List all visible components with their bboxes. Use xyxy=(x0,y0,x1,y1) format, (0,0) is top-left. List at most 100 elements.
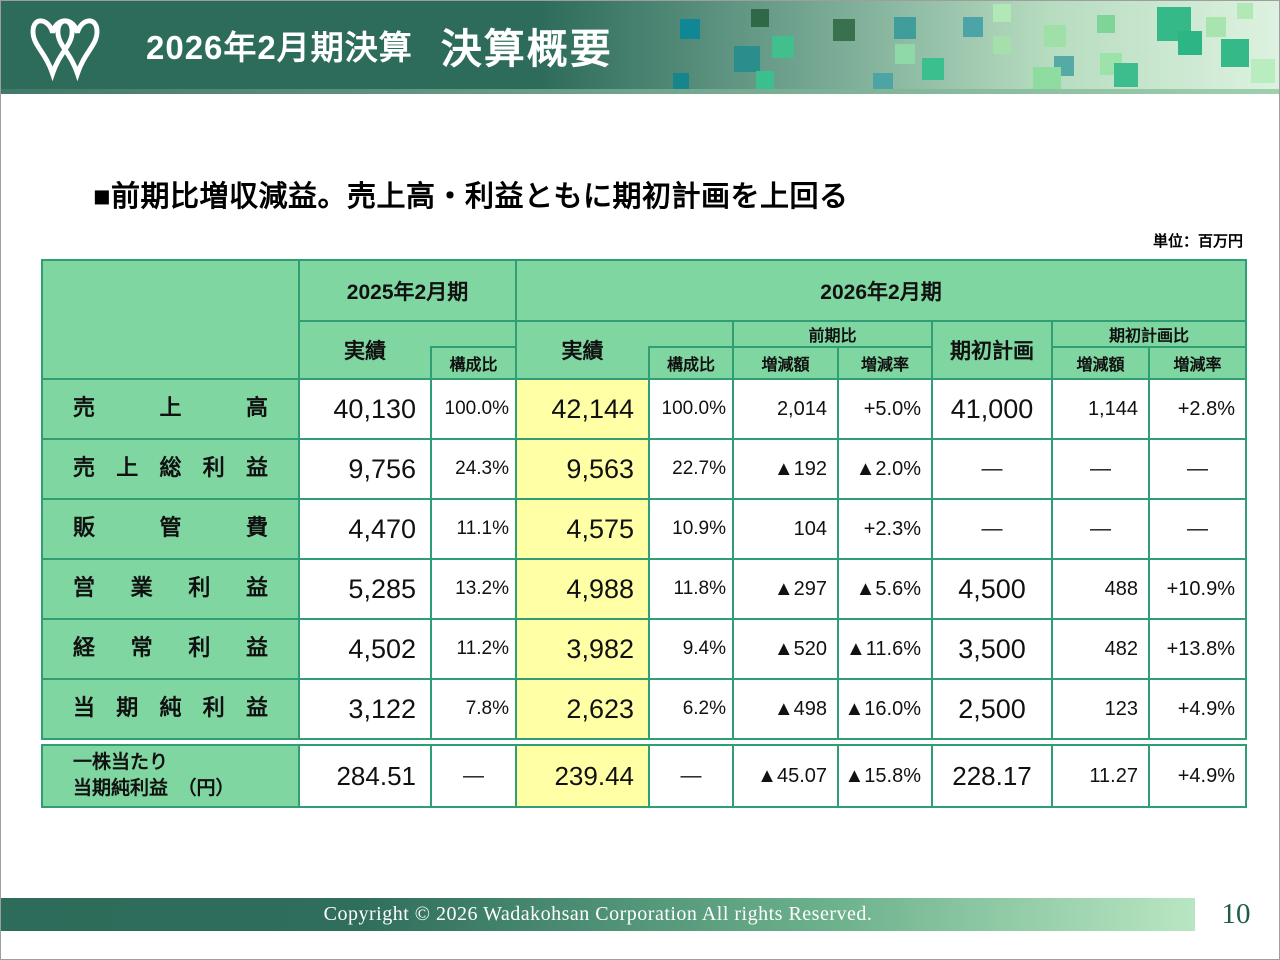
header-spacer-2025 xyxy=(430,320,515,346)
mosaic-square xyxy=(680,19,700,39)
footer-bar: Copyright © 2026 Wadakohsan Corporation … xyxy=(1,898,1195,931)
cell: 3,500 xyxy=(931,618,1051,678)
title-prefix: 2026年2月期決算 xyxy=(146,29,413,66)
cell: — xyxy=(648,746,732,806)
cell: 123 xyxy=(1051,678,1148,738)
financial-table: 2025年2月期 2026年2月期 実績 構成比 実績 構成比 前期比 増減額 … xyxy=(41,259,1247,740)
cell: +10.9% xyxy=(1148,558,1245,618)
cell: 9,756 xyxy=(298,438,430,498)
mosaic-square xyxy=(833,19,855,41)
mosaic-square xyxy=(1237,3,1253,19)
cell: 1,144 xyxy=(1051,378,1148,438)
copyright-text: Copyright © 2026 Wadakohsan Corporation … xyxy=(323,903,873,925)
cell: ▲192 xyxy=(732,438,837,498)
row-label-gross-profit: 売 上 総 利 益 xyxy=(43,438,298,498)
cell: ▲45.07 xyxy=(732,746,837,806)
cell-highlight: 9,563 xyxy=(515,438,648,498)
mosaic-square xyxy=(1206,17,1226,37)
header-vs-plan: 期初計画比 xyxy=(1051,320,1245,346)
subtitle: ■前期比増収減益。売上高・利益ともに期初計画を上回る xyxy=(93,181,849,213)
row-label-ordinary-profit: 経 常 利 益 xyxy=(43,618,298,678)
mosaic-square xyxy=(756,71,774,89)
cell: 24.3% xyxy=(430,438,515,498)
cell: 11.8% xyxy=(648,558,732,618)
slide-title: 2026年2月期決算 決算概要 xyxy=(146,1,613,89)
cell: — xyxy=(931,438,1051,498)
cell: — xyxy=(1051,498,1148,558)
mosaic-square xyxy=(673,73,689,89)
mosaic-square xyxy=(772,36,794,58)
header-spacer-2026 xyxy=(648,320,732,346)
mosaic-square xyxy=(895,44,915,64)
cell: 7.8% xyxy=(430,678,515,738)
cell: ▲2.0% xyxy=(837,438,931,498)
mosaic-square xyxy=(993,4,1011,22)
cell: 22.7% xyxy=(648,438,732,498)
mosaic-square xyxy=(734,46,760,72)
header-fy2026: 2026年2月期 xyxy=(515,261,1245,320)
cell: 11.27 xyxy=(1051,746,1148,806)
cell-highlight: 239.44 xyxy=(515,746,648,806)
cell: ▲498 xyxy=(732,678,837,738)
cell: ▲11.6% xyxy=(837,618,931,678)
mosaic-square xyxy=(1178,31,1202,55)
cell: 2,500 xyxy=(931,678,1051,738)
wadakohsan-hearts-logo xyxy=(30,18,100,82)
eps-table: 一株当たり 当期純利益 （円） 284.51 — 239.44 — ▲45.07… xyxy=(41,744,1247,808)
cell: +4.9% xyxy=(1148,678,1245,738)
cell: +13.8% xyxy=(1148,618,1245,678)
cell: 3,122 xyxy=(298,678,430,738)
mosaic-square xyxy=(1097,15,1115,33)
cell: 10.9% xyxy=(648,498,732,558)
cell: 104 xyxy=(732,498,837,558)
mosaic-square xyxy=(894,17,916,39)
header-composition-2026: 構成比 xyxy=(648,346,732,378)
cell-highlight: 4,575 xyxy=(515,498,648,558)
cell: — xyxy=(1051,438,1148,498)
mosaic-square xyxy=(873,73,893,89)
cell: — xyxy=(931,498,1051,558)
cell-highlight: 42,144 xyxy=(515,378,648,438)
cell: — xyxy=(430,746,515,806)
header-yoy-amount: 増減額 xyxy=(732,346,837,378)
unit-note: 単位：百万円 xyxy=(1152,233,1243,250)
title-main: 決算概要 xyxy=(440,26,613,72)
page-number: 10 xyxy=(1221,897,1251,930)
eps-label-line1: 一株当たり xyxy=(73,752,169,774)
mosaic-square xyxy=(1033,67,1061,89)
cell: 13.2% xyxy=(430,558,515,618)
cell-highlight: 2,623 xyxy=(515,678,648,738)
cell: +2.8% xyxy=(1148,378,1245,438)
cell: 9.4% xyxy=(648,618,732,678)
header-corner-cell xyxy=(43,261,298,378)
mosaic-square xyxy=(1251,59,1275,83)
cell: ▲16.0% xyxy=(837,678,931,738)
row-label-net-income: 当 期 純 利 益 xyxy=(43,678,298,738)
cell: 482 xyxy=(1051,618,1148,678)
mosaic-square xyxy=(1221,39,1249,67)
header-vs-plan-amount: 増減額 xyxy=(1051,346,1148,378)
row-label-operating-profit: 営 業 利 益 xyxy=(43,558,298,618)
cell: 4,470 xyxy=(298,498,430,558)
cell: — xyxy=(1148,498,1245,558)
cell: 5,285 xyxy=(298,558,430,618)
cell: ▲15.8% xyxy=(837,746,931,806)
cell: 6.2% xyxy=(648,678,732,738)
row-label-eps: 一株当たり 当期純利益 （円） xyxy=(43,746,298,806)
cell: +2.3% xyxy=(837,498,931,558)
mosaic-square xyxy=(922,58,944,80)
cell: 284.51 xyxy=(298,746,430,806)
cell: ▲5.6% xyxy=(837,558,931,618)
mosaic-square xyxy=(1044,25,1066,47)
banner: 2026年2月期決算 決算概要 xyxy=(1,1,1279,89)
cell: 488 xyxy=(1051,558,1148,618)
header-actual-2026: 実績 xyxy=(515,320,648,378)
mosaic-square xyxy=(993,36,1011,54)
header-vs-plan-rate: 増減率 xyxy=(1148,346,1245,378)
cell: 4,500 xyxy=(931,558,1051,618)
header-yoy-rate: 増減率 xyxy=(837,346,931,378)
cell: 228.17 xyxy=(931,746,1051,806)
row-label-sales: 売 上 高 xyxy=(43,378,298,438)
banner-edge xyxy=(1,89,1279,94)
